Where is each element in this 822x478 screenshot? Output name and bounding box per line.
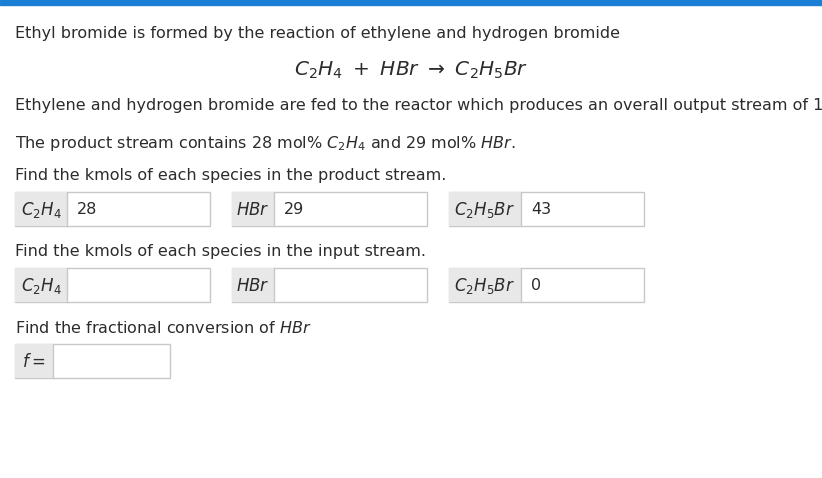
Text: Find the kmols of each species in the input stream.: Find the kmols of each species in the in… xyxy=(15,244,426,259)
Text: $C_2H_5Br$: $C_2H_5Br$ xyxy=(455,276,515,296)
Text: $HBr$: $HBr$ xyxy=(236,277,270,295)
FancyBboxPatch shape xyxy=(15,344,170,378)
Text: Find the kmols of each species in the product stream.: Find the kmols of each species in the pr… xyxy=(15,168,446,183)
Text: The product stream contains 28 mol% $\mathit{C_2H_4}$ and 29 mol% $\mathit{HBr}$: The product stream contains 28 mol% $\ma… xyxy=(15,134,515,153)
FancyBboxPatch shape xyxy=(449,192,521,226)
FancyBboxPatch shape xyxy=(449,268,644,302)
FancyBboxPatch shape xyxy=(15,192,67,226)
Text: $C_2H_5Br$: $C_2H_5Br$ xyxy=(455,200,515,220)
FancyBboxPatch shape xyxy=(15,268,210,302)
Bar xyxy=(0,0,822,5)
FancyBboxPatch shape xyxy=(449,268,521,302)
Text: 0: 0 xyxy=(531,279,541,293)
Text: $\mathit{C_2H_4}\ +\ \mathit{HBr}\ \rightarrow\ \mathit{C_2H_5Br}$: $\mathit{C_2H_4}\ +\ \mathit{HBr}\ \righ… xyxy=(293,60,529,81)
FancyBboxPatch shape xyxy=(232,192,274,226)
Text: Find the fractional conversion of $\mathit{HBr}$: Find the fractional conversion of $\math… xyxy=(15,320,312,336)
Text: $C_2H_4$: $C_2H_4$ xyxy=(21,200,62,220)
FancyBboxPatch shape xyxy=(449,192,644,226)
FancyBboxPatch shape xyxy=(15,344,53,378)
Text: Ethyl bromide is formed by the reaction of ethylene and hydrogen bromide: Ethyl bromide is formed by the reaction … xyxy=(15,26,620,41)
FancyBboxPatch shape xyxy=(15,192,210,226)
Text: $C_2H_4$: $C_2H_4$ xyxy=(21,276,62,296)
FancyBboxPatch shape xyxy=(232,268,427,302)
FancyBboxPatch shape xyxy=(232,268,274,302)
Text: Ethylene and hydrogen bromide are fed to the reactor which produces an overall o: Ethylene and hydrogen bromide are fed to… xyxy=(15,98,822,113)
Text: $HBr$: $HBr$ xyxy=(236,201,270,219)
Text: 43: 43 xyxy=(531,203,551,217)
Text: $\mathit{f=}$: $\mathit{f=}$ xyxy=(22,353,45,371)
FancyBboxPatch shape xyxy=(232,192,427,226)
Text: 29: 29 xyxy=(284,203,304,217)
Text: 28: 28 xyxy=(77,203,97,217)
FancyBboxPatch shape xyxy=(15,268,67,302)
